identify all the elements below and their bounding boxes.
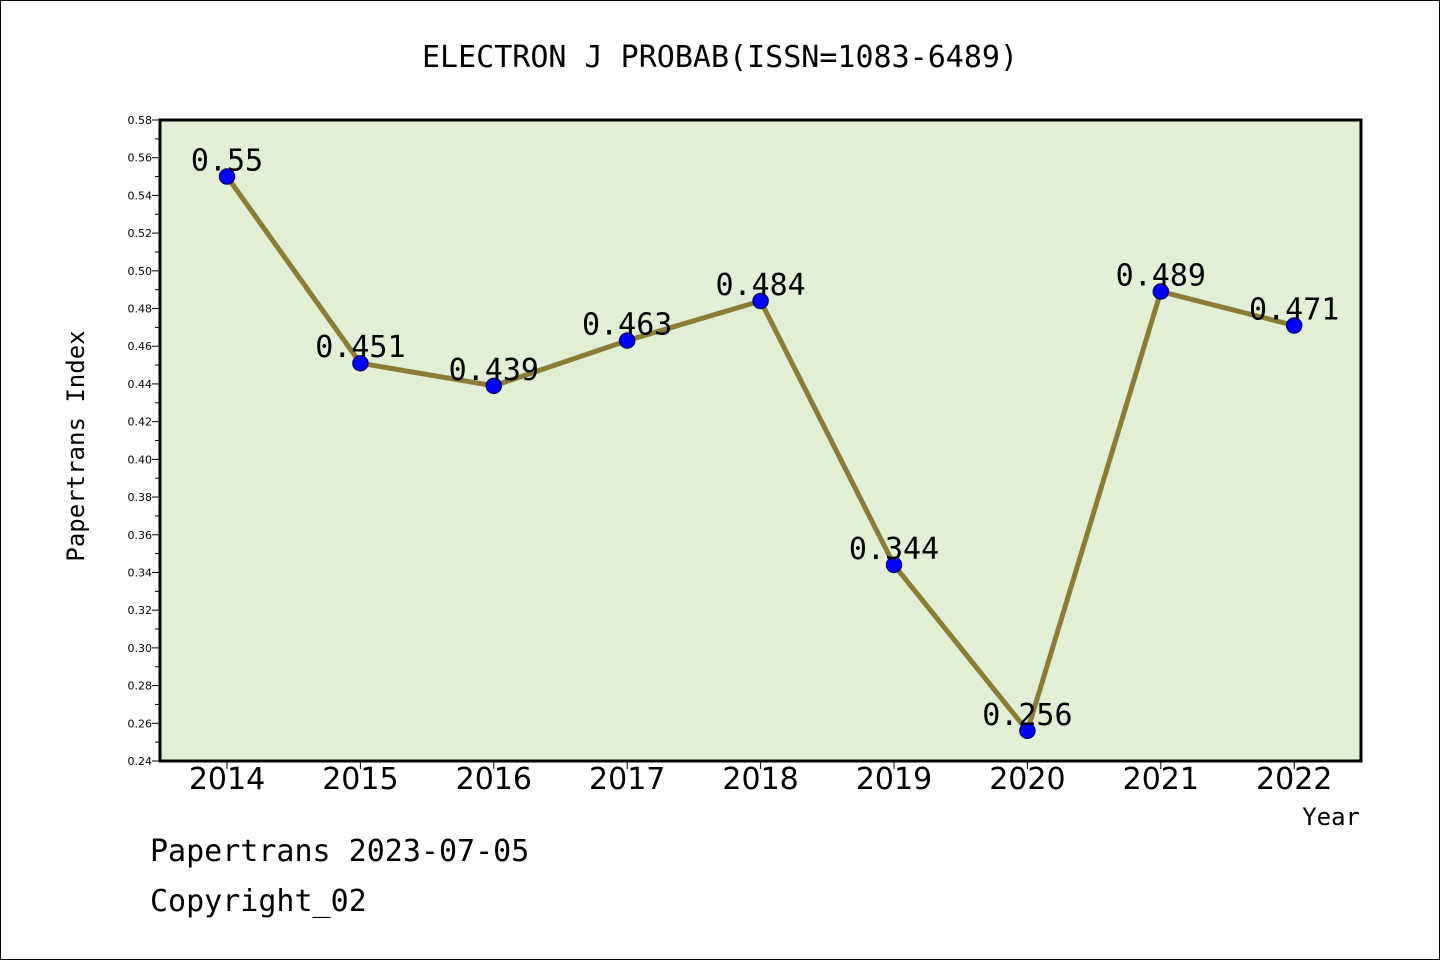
data-labels: 0.55 0.451 0.439 0.463 0.484 0.344 0.256 0.489 0… (191, 144, 1339, 733)
footer-copyright: Copyright_02 (150, 884, 367, 919)
x-tick-label: 2014 (189, 762, 265, 797)
x-tick-label: 2015 (322, 762, 398, 797)
data-point (1285, 317, 1303, 334)
y-tick-label: 0.24 (128, 755, 153, 768)
x-tick-label: 2019 (856, 762, 932, 797)
data-label: 0.471 (1249, 292, 1339, 327)
x-axis-ticks (226, 761, 1295, 769)
footer-date: Papertrans 2023-07-05 (150, 834, 530, 869)
x-tick-label: 2017 (589, 762, 665, 797)
y-tick-label: 0.38 (128, 491, 153, 504)
y-tick-label: 0.36 (128, 529, 153, 542)
data-point (752, 292, 769, 310)
y-tick-label: 0.26 (128, 717, 153, 730)
x-tick-label: 2022 (1256, 762, 1332, 797)
data-point (1152, 283, 1170, 300)
y-tick-label: 0.58 (128, 114, 153, 127)
data-label: 0.55 (191, 144, 263, 179)
y-tick-label: 0.54 (128, 189, 153, 202)
y-axis-ticks (152, 119, 160, 762)
y-tick-label: 0.34 (128, 566, 153, 579)
x-tick-label: 2016 (456, 762, 532, 797)
y-tick-label: 0.30 (128, 642, 153, 655)
data-point (885, 556, 903, 574)
data-label: 0.439 (449, 353, 539, 388)
x-axis-title: Year (1302, 803, 1360, 831)
y-tick-label: 0.52 (128, 227, 153, 240)
data-label: 0.484 (715, 268, 805, 303)
data-point (618, 332, 636, 349)
y-tick-label: 0.44 (128, 378, 153, 391)
y-tick-label: 0.56 (128, 152, 153, 165)
data-point (1019, 722, 1036, 740)
data-label: 0.344 (849, 532, 939, 567)
y-tick-label: 0.40 (128, 453, 153, 466)
data-point (485, 377, 503, 395)
data-point (352, 354, 369, 372)
chart-title: ELECTRON J PROBAB(ISSN=1083-6489) (422, 40, 1018, 75)
y-tick-label: 0.46 (128, 340, 153, 353)
data-label: 0.489 (1116, 259, 1206, 294)
x-tick-label: 2020 (989, 762, 1065, 797)
y-tick-label: 0.28 (128, 680, 153, 693)
y-tick-label: 0.42 (128, 416, 153, 429)
series-markers (218, 168, 1303, 740)
y-axis-tick-labels: 0.24 0.26 0.28 0.30 0.32 0.34 0.36 0.38 0.40 0.42… (128, 114, 153, 768)
data-label: 0.256 (982, 698, 1072, 733)
data-label: 0.463 (582, 308, 672, 343)
x-tick-label: 2018 (722, 762, 798, 797)
x-axis-tick-labels: 2014 2015 2016 2017 2018 2019 2020 2021 2022 (189, 762, 1333, 797)
y-tick-label: 0.32 (128, 604, 153, 617)
y-axis-title: Papertrans Index (62, 330, 90, 561)
data-label: 0.451 (315, 330, 405, 365)
plot-area (158, 118, 1363, 763)
x-tick-label: 2021 (1123, 762, 1199, 797)
data-point (218, 168, 236, 185)
y-tick-label: 0.48 (128, 303, 153, 316)
y-tick-label: 0.50 (128, 265, 153, 278)
